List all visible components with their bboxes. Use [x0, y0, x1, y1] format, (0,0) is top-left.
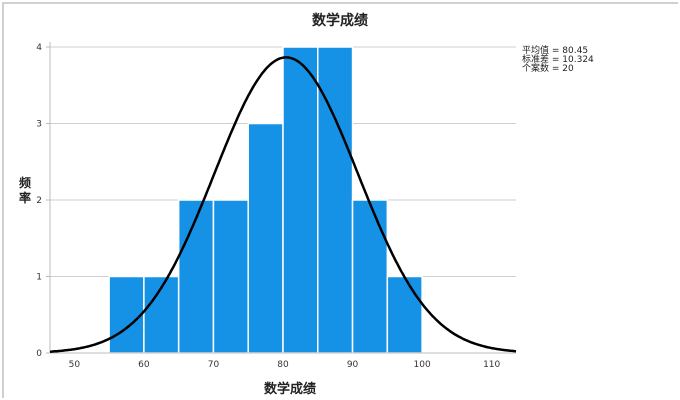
x-tick-label: 50: [69, 360, 81, 370]
histogram-bar: [317, 46, 354, 354]
y-tick-label: 3: [36, 120, 42, 130]
y-tick-label: 0: [36, 349, 42, 359]
histogram-bar: [177, 199, 215, 354]
histogram-bar: [247, 122, 284, 354]
stat-std: 标准差 = 10.324: [522, 55, 594, 65]
x-tick-label: 70: [208, 360, 220, 370]
x-tick-label: 90: [347, 360, 359, 370]
stat-mean: 平均值 = 80.45: [522, 46, 589, 56]
histogram-bar: [386, 275, 423, 354]
x-tick-label: 60: [138, 360, 150, 370]
x-tick-label: 80: [277, 360, 289, 370]
y-tick-label: 1: [36, 273, 42, 283]
y-tick-label: 4: [36, 43, 42, 53]
stat-n: 个案数 = 20: [522, 64, 574, 74]
y-tick-label: 2: [36, 196, 42, 206]
histogram-bar: [351, 199, 389, 354]
y-axis-label: 频率: [18, 176, 31, 205]
chart-title: 数学成绩: [312, 13, 368, 29]
histogram-bar: [108, 275, 145, 354]
x-axis-label: 数学成绩: [263, 382, 316, 397]
histogram-bar: [212, 199, 249, 354]
histogram-bar: [282, 46, 319, 354]
x-tick-label: 110: [483, 360, 500, 370]
stats-legend: 平均值 = 80.45 标准差 = 10.324 个案数 = 20: [522, 47, 594, 74]
normal-curve: [49, 56, 517, 353]
x-tick-label: 100: [414, 360, 431, 370]
